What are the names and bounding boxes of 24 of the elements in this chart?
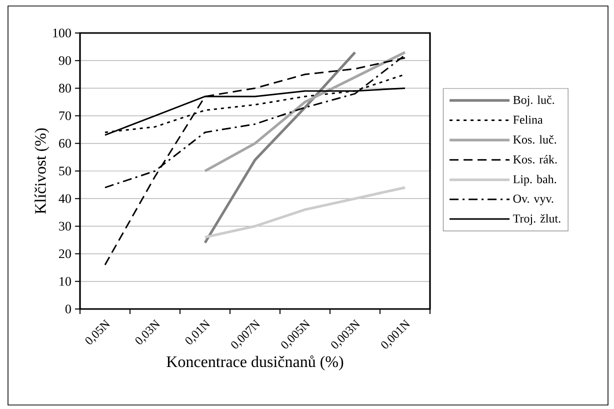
y-tick-label: 20 xyxy=(59,249,71,258)
y-tick-label: 80 xyxy=(58,84,71,93)
line-series xyxy=(104,57,406,266)
line-series xyxy=(204,186,406,239)
legend-label: Kos. rák. xyxy=(513,155,557,164)
y-tick-label: 70 xyxy=(59,111,71,120)
y-tick-label: 0 xyxy=(65,304,71,314)
legend-label: Lip. bah. xyxy=(513,174,556,186)
y-tick-label: 30 xyxy=(59,222,71,231)
y-tick-label: 90 xyxy=(58,56,71,65)
legend-label: Troj. žlut. xyxy=(513,214,560,226)
legend-label: Boj. luč. xyxy=(513,96,554,106)
legend-label: Ov. vyv. xyxy=(513,194,554,206)
y-tick-label: 50 xyxy=(59,166,71,176)
legend-label: Felina xyxy=(513,115,543,124)
legend-label: Kos. luč. xyxy=(513,135,556,144)
y-tick-label: 60 xyxy=(59,139,71,148)
line-series xyxy=(204,51,356,244)
y-axis-title: Klíčivost (%) xyxy=(34,128,50,214)
y-tick-label: 10 xyxy=(60,277,71,286)
y-tick-label: 40 xyxy=(58,194,71,203)
x-axis-title: Koncentrace dusičnanů (%) xyxy=(166,355,344,370)
y-tick-label: 100 xyxy=(53,28,71,38)
line-series xyxy=(204,51,406,172)
